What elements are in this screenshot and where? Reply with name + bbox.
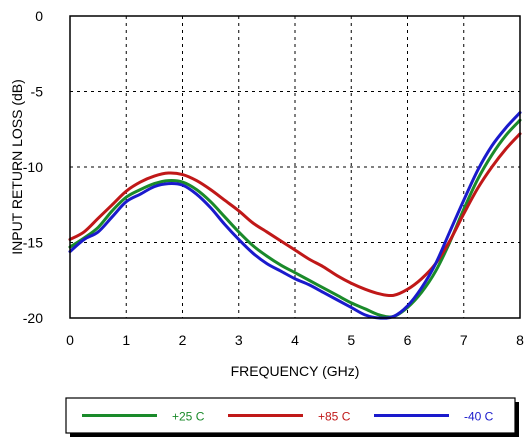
legend: +25 C +85 C -40 C [65, 397, 519, 437]
x-tick-label: 2 [179, 332, 187, 348]
y-tick-label: -15 [23, 235, 43, 251]
plot-area-frame [69, 15, 521, 319]
plot-series [68, 111, 522, 320]
series-line-minus40-c [68, 111, 522, 320]
x-tick-label: 4 [291, 332, 299, 348]
x-axis-ticks: 0 1 2 3 4 5 6 7 8 [66, 332, 524, 348]
legend-label-minus40-c: -40 C [464, 410, 494, 424]
x-tick-label: 7 [460, 332, 468, 348]
y-axis-label: INPUT RETURN LOSS (dB) [9, 79, 25, 255]
series-line-plus85-c [68, 132, 522, 298]
x-tick-label: 6 [404, 332, 412, 348]
y-tick-label: -20 [23, 310, 43, 326]
x-tick-label: 3 [235, 332, 243, 348]
grid-lines [70, 16, 520, 318]
y-tick-label: -10 [23, 159, 43, 175]
x-tick-label: 0 [66, 332, 74, 348]
y-axis-ticks: 0 -5 -10 -15 -20 [23, 8, 43, 326]
legend-label-plus25-c: +25 C [172, 410, 205, 424]
y-tick-label: -5 [31, 84, 44, 100]
legend-label-plus85-c: +85 C [318, 410, 351, 424]
x-tick-label: 1 [122, 332, 130, 348]
x-tick-label: 5 [347, 332, 355, 348]
x-tick-label: 8 [516, 332, 524, 348]
x-axis-label: FREQUENCY (GHz) [231, 363, 360, 379]
series-line-plus25-c [68, 118, 522, 319]
y-tick-label: 0 [35, 8, 43, 24]
